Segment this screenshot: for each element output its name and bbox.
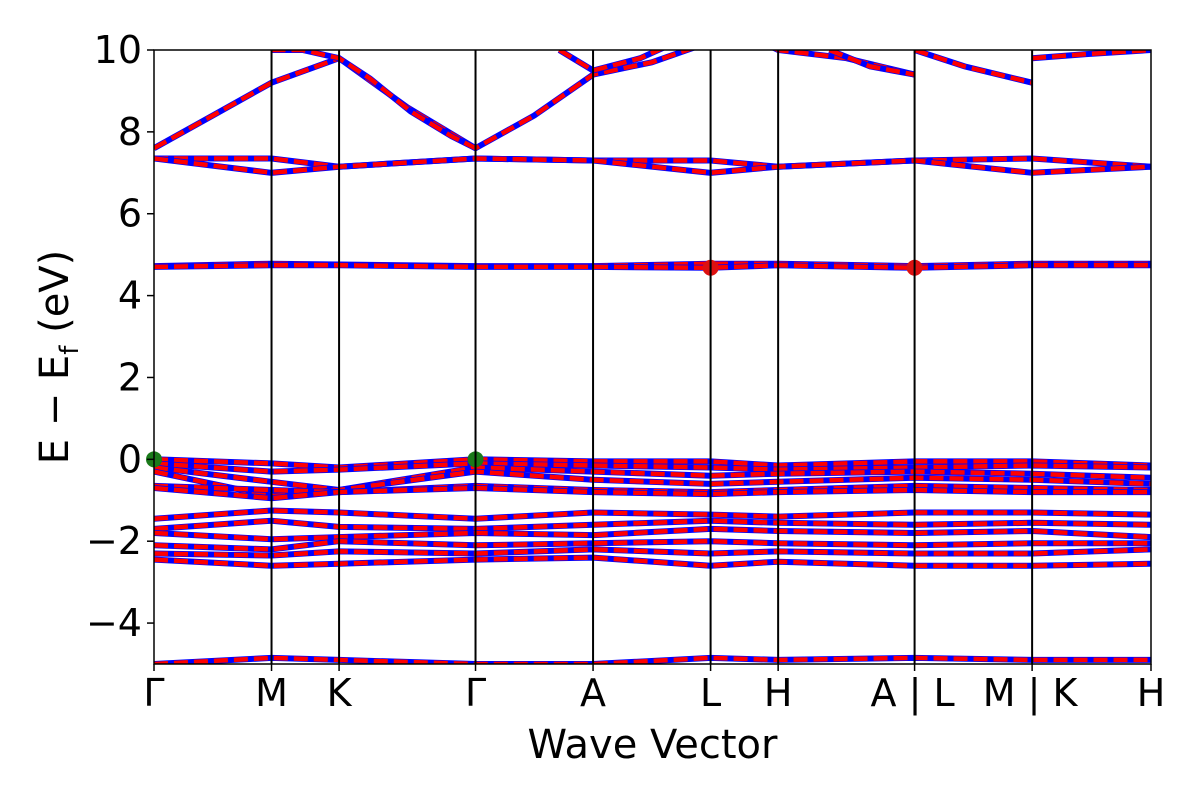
band-6-spin-up: [154, 156, 1151, 169]
y-tick-label-4: 4: [118, 274, 142, 318]
y-axis-label: E − Ef (eV): [32, 250, 85, 465]
band-15-spin-up: [154, 485, 1151, 501]
band-16-spin-up: [154, 508, 1151, 521]
band-12-spin-up: [154, 465, 1151, 493]
band-7-spin-up: [154, 156, 1151, 176]
band-1-spin-down: [271, 50, 477, 151]
extremum-markers: [146, 259, 923, 468]
plot-frame: [153, 49, 1152, 665]
band-3-spin-up: [828, 50, 916, 77]
band-9-spin-up: [154, 263, 1151, 271]
y-tick-label-2: 0: [118, 437, 142, 481]
band-0-spin-up: [154, 50, 916, 151]
y-tick-label-0: −4: [86, 601, 142, 645]
y-axis-label-subscript: f: [55, 345, 85, 355]
band-21-spin-up: [154, 555, 1151, 569]
band-14-spin-up: [154, 483, 1151, 495]
band-18-spin-up: [154, 526, 1151, 542]
y-tick-label-5: 6: [118, 192, 142, 236]
band-5-spin-down: [1031, 50, 1151, 62]
band-17-spin-up: [154, 518, 1151, 532]
band-1-spin-up: [271, 50, 477, 151]
band-4-spin-up: [913, 50, 1033, 85]
y-axis-label-main: E − E: [32, 355, 78, 465]
band-lines: [154, 50, 1151, 664]
x-tick-label-8: M | K: [983, 671, 1079, 716]
x-tick-label-1: M: [255, 671, 288, 715]
band-2-spin-up: [558, 50, 664, 73]
band-22-spin-up: [154, 655, 1151, 664]
y-tick-label-7: 10: [94, 28, 142, 72]
y-tick-label-6: 8: [118, 110, 142, 154]
x-tick-label-6: H: [764, 671, 793, 715]
y-tick-label-3: 2: [118, 355, 142, 399]
kpoint-vertical-lines: [270, 50, 1034, 664]
x-tick-label-0: Γ: [143, 671, 164, 715]
x-tick-label-7: A | L: [871, 671, 955, 716]
x-tick-label-5: L: [700, 671, 721, 715]
y-axis-ticks: −4 −2 0 2 4 6 8 10: [86, 28, 154, 645]
band-19-spin-up: [154, 538, 1151, 552]
band-11-spin-up: [154, 461, 1151, 474]
x-axis-label: Wave Vector: [528, 722, 779, 768]
x-tick-label-2: K: [327, 671, 353, 715]
y-axis-label-unit: (eV): [32, 250, 78, 346]
x-tick-label-3: Γ: [465, 671, 486, 715]
band-20-spin-up: [154, 547, 1151, 558]
x-tick-label-9: H: [1137, 671, 1166, 715]
y-tick-label-1: −2: [86, 519, 142, 563]
band-10-spin-up: [154, 457, 1151, 470]
x-tick-label-4: A: [580, 671, 606, 715]
